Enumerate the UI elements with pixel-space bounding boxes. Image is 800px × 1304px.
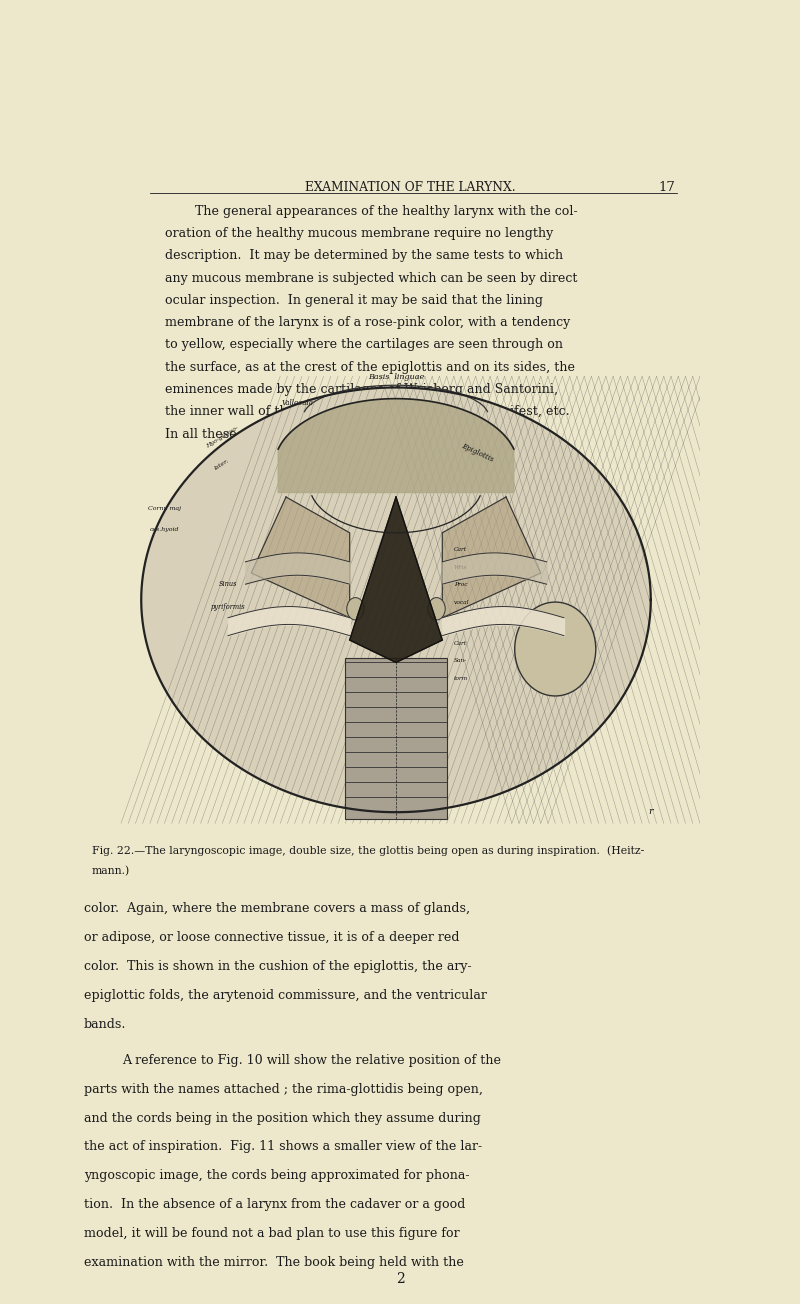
Text: A reference to Fig. 10 will show the relative position of the: A reference to Fig. 10 will show the rel… [122, 1054, 502, 1067]
Polygon shape [350, 497, 442, 662]
Text: epiglottic folds, the arytenoid commissure, and the ventricular: epiglottic folds, the arytenoid commissu… [84, 990, 487, 1003]
Text: oration of the healthy mucous membrane require no lengthy: oration of the healthy mucous membrane r… [165, 227, 554, 240]
Polygon shape [251, 497, 350, 618]
Text: and the cords being in the position which they assume during: and the cords being in the position whic… [84, 1111, 481, 1124]
Text: 2: 2 [396, 1271, 404, 1286]
PathPatch shape [142, 387, 650, 812]
Text: Hyo-glosso-: Hyo-glosso- [206, 425, 239, 449]
Text: Cart: Cart [454, 640, 467, 645]
Text: Wris: Wris [454, 565, 467, 570]
Text: Cornu maj: Cornu maj [148, 506, 181, 511]
Text: pyriformis: pyriformis [210, 602, 246, 610]
Text: In all these places the membrane is of a light yellowish pink: In all these places the membrane is of a… [165, 428, 551, 441]
Text: Fig. 22.—The laryngoscopic image, double size, the glottis being open as during : Fig. 22.—The laryngoscopic image, double… [92, 845, 644, 855]
Text: the inner wall of the trachea where the rings are manifest, etc.: the inner wall of the trachea where the … [165, 406, 570, 419]
Text: to yellow, especially where the cartilages are seen through on: to yellow, especially where the cartilag… [165, 339, 563, 351]
Text: vocal: vocal [454, 600, 470, 605]
Text: the surface, as at the crest of the epiglottis and on its sides, the: the surface, as at the crest of the epig… [165, 361, 575, 374]
Text: model, it will be found not a bad plan to use this figure for: model, it will be found not a bad plan t… [84, 1227, 460, 1240]
Text: yngoscopic image, the cords being approximated for phona-: yngoscopic image, the cords being approx… [84, 1170, 470, 1183]
Ellipse shape [428, 597, 446, 619]
Text: oss.hyoid: oss.hyoid [150, 527, 179, 532]
Ellipse shape [514, 602, 596, 696]
Text: Proc: Proc [454, 583, 467, 587]
Text: color.  Again, where the membrane covers a mass of glands,: color. Again, where the membrane covers … [84, 902, 470, 915]
Text: tion.  In the absence of a larynx from the cadaver or a good: tion. In the absence of a larynx from th… [84, 1198, 466, 1211]
Text: ocular inspection.  In general it may be said that the lining: ocular inspection. In general it may be … [165, 293, 543, 306]
Polygon shape [278, 399, 514, 493]
Text: bands.: bands. [84, 1018, 126, 1031]
Text: the act of inspiration.  Fig. 11 shows a smaller view of the lar-: the act of inspiration. Fig. 11 shows a … [84, 1141, 482, 1154]
Polygon shape [442, 497, 541, 618]
Text: membrane of the larynx is of a rose-pink color, with a tendency: membrane of the larynx is of a rose-pink… [165, 316, 570, 329]
Text: San-: San- [454, 659, 467, 664]
Text: Cart: Cart [454, 546, 467, 552]
Text: parts with the names attached ; the rima-glottidis being open,: parts with the names attached ; the rima… [84, 1082, 483, 1095]
Text: Sinus: Sinus [219, 580, 238, 588]
Text: r: r [649, 807, 653, 816]
Text: examination with the mirror.  The book being held with the: examination with the mirror. The book be… [84, 1256, 464, 1269]
Text: The general appearances of the healthy larynx with the col-: The general appearances of the healthy l… [195, 205, 578, 218]
Text: torm: torm [454, 677, 468, 681]
Text: color.  This is shown in the cushion of the epiglottis, the ary-: color. This is shown in the cushion of t… [84, 960, 472, 973]
Text: eminences made by the cartilages of Wrisberg and Santorini,: eminences made by the cartilages of Wris… [165, 383, 558, 396]
Text: description.  It may be determined by the same tests to which: description. It may be determined by the… [165, 249, 563, 262]
Text: Epiglottis: Epiglottis [460, 442, 494, 463]
Text: EXAMINATION OF THE LARYNX.: EXAMINATION OF THE LARYNX. [305, 180, 515, 193]
Text: any mucous membrane is subjected which can be seen by direct: any mucous membrane is subjected which c… [165, 271, 578, 284]
Text: mann.): mann.) [92, 866, 130, 876]
Text: Vallecula: Vallecula [282, 399, 314, 407]
Text: 17: 17 [659, 180, 676, 193]
Text: Basis  linguae: Basis linguae [368, 373, 424, 381]
Text: or adipose, or loose connective tissue, it is of a deeper red: or adipose, or loose connective tissue, … [84, 931, 459, 944]
Ellipse shape [346, 597, 364, 619]
Text: later.: later. [214, 458, 230, 471]
Bar [346, 659, 446, 819]
